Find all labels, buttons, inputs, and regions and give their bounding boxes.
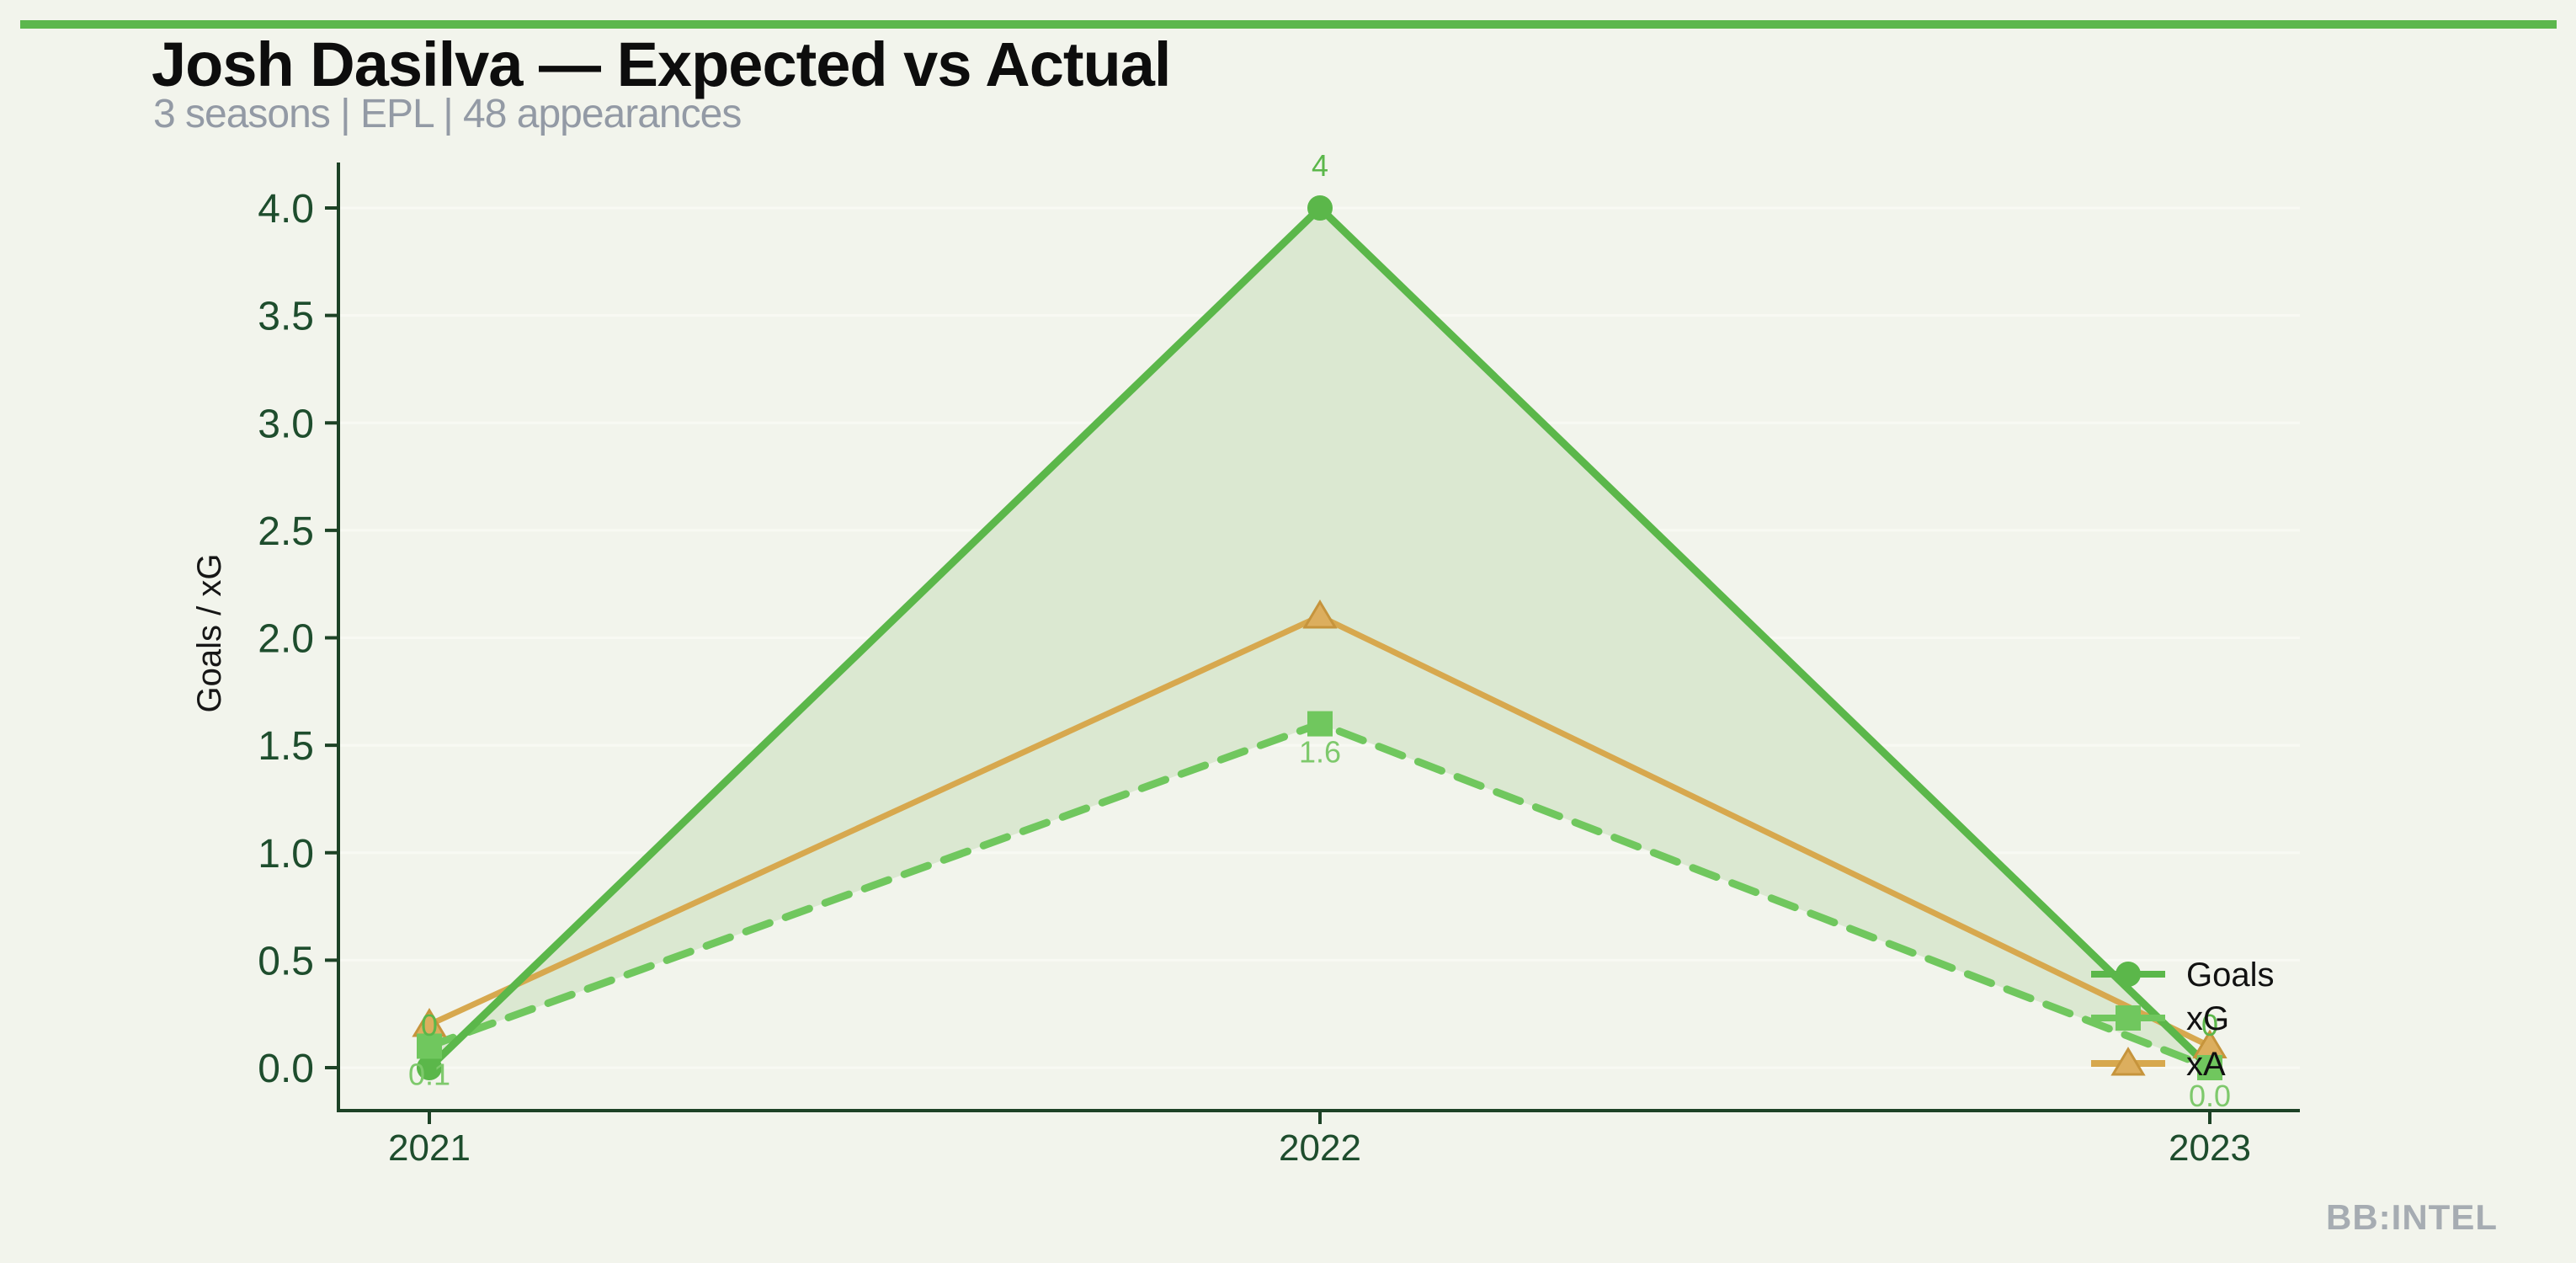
value-labels: 0 4 0 0.1 1.6 0.0	[408, 148, 2231, 1113]
series-markers	[412, 195, 2227, 1080]
goals-value-label: 0	[2201, 1008, 2218, 1042]
y-tick-label: 1.0	[258, 832, 314, 877]
page-subtitle: 3 seasons | EPL | 48 appearances	[153, 92, 742, 136]
accent-top-bar	[20, 20, 2557, 29]
x-tick-label: 2022	[1279, 1127, 1361, 1169]
legend-item-xg: xG	[2091, 1000, 2229, 1037]
goals-marker	[2116, 962, 2141, 987]
y-tick-label: 4.0	[258, 187, 314, 232]
watermark-logo: BB:INTEL	[2326, 1197, 2498, 1237]
goals-value-label: 4	[1312, 148, 1328, 183]
y-tick-label: 0.5	[258, 939, 314, 983]
y-tick-label: 0.0	[258, 1047, 314, 1091]
y-tick-label: 1.5	[258, 724, 314, 769]
legend-label: xA	[2186, 1046, 2226, 1083]
xg-value-label: 1.6	[1299, 735, 1341, 770]
y-tick-label: 2.0	[258, 617, 314, 662]
y-tick-label: 3.5	[258, 295, 314, 339]
xg-marker	[2116, 1005, 2141, 1031]
xa-marker	[2110, 1047, 2146, 1076]
tick-labels: 0.0 0.5 1.0 1.5 2.0 2.5 3.0 3.5 4.0 2021 2022 2023	[258, 187, 2251, 1169]
xa-marker	[1302, 600, 1338, 629]
legend-item-xa: xA	[2091, 1046, 2226, 1083]
xg-value-label: 0.0	[2189, 1079, 2231, 1113]
legend-label: xG	[2186, 1000, 2229, 1037]
fill-between-goals-xg	[429, 208, 2210, 1068]
y-axis-title: Goals / xG	[191, 554, 228, 713]
axes	[325, 163, 2300, 1124]
legend-label: Goals	[2186, 957, 2275, 994]
page-title: Josh Dasilva — Expected vs Actual	[152, 29, 1171, 99]
xg-marker	[2197, 1055, 2222, 1080]
xg-value-label: 0.1	[408, 1057, 450, 1091]
legend: Goals xG xA	[2091, 957, 2275, 1083]
xg-marker	[1307, 711, 1333, 737]
x-tick-label: 2023	[2169, 1127, 2251, 1169]
y-tick-label: 2.5	[258, 509, 314, 554]
axis-spine	[337, 163, 2300, 1112]
xg-marker	[417, 1033, 442, 1059]
x-tick-label: 2021	[388, 1127, 471, 1169]
goals-value-label: 0	[421, 1008, 438, 1042]
legend-item-goals: Goals	[2091, 957, 2275, 994]
y-tick-label: 3.0	[258, 402, 314, 446]
goals-marker	[417, 1055, 442, 1080]
goals-marker	[1307, 195, 1333, 221]
